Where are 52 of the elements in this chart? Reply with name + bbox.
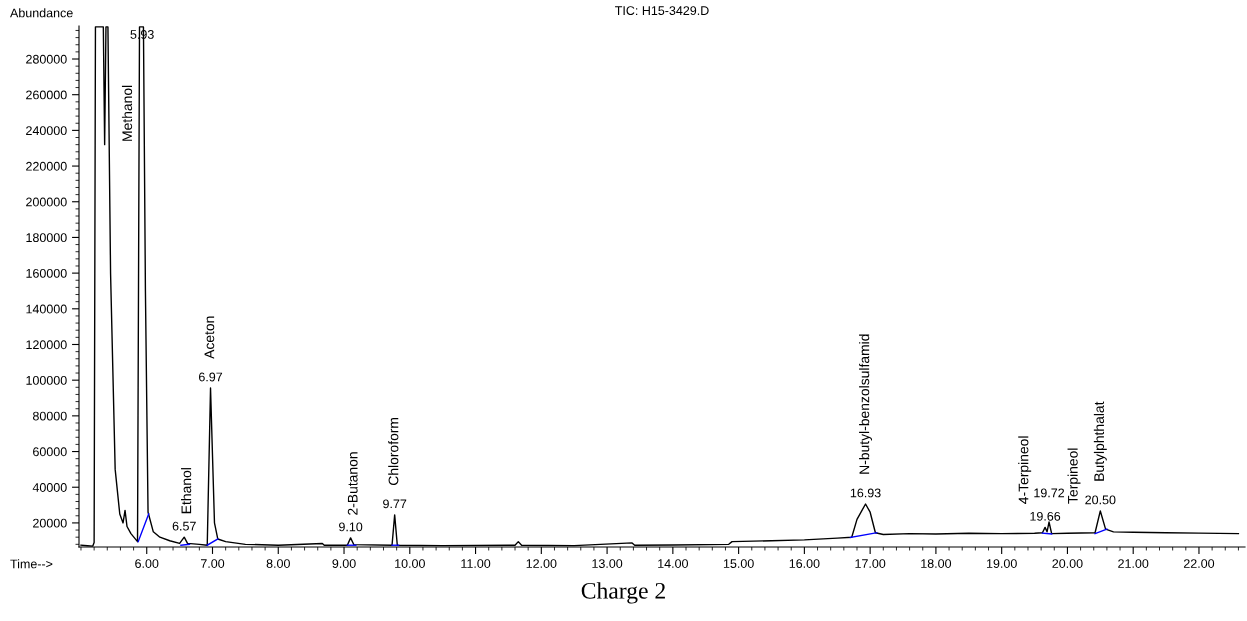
annotation: Terpineol	[1067, 448, 1081, 504]
annotation: 6.97	[199, 372, 223, 382]
x-tick-label: 17.00	[855, 559, 886, 568]
x-tick-label: 7.00	[200, 559, 225, 568]
x-tick-label: 18.00	[921, 559, 952, 568]
y-tick-label: 200000	[26, 197, 67, 207]
x-tick-label: 13.00	[592, 559, 623, 568]
x-tick-label: 14.00	[658, 559, 688, 568]
y-tick-label: 240000	[26, 126, 67, 136]
x-tick-label: 10.00	[395, 559, 425, 568]
annotation: 9.77	[383, 499, 407, 509]
annotation: 20.50	[1085, 495, 1116, 505]
y-tick-label: 220000	[26, 161, 67, 171]
annotation: Methanol	[121, 85, 133, 141]
y-axis-title: Abundance	[10, 8, 73, 18]
y-tick-label: 260000	[26, 90, 67, 100]
x-tick-label: 8.00	[266, 559, 290, 568]
annotation: N-butyl-benzolsulfamid	[859, 334, 873, 474]
x-axis-title: Time-->	[10, 559, 53, 569]
annotation: Aceton	[204, 316, 215, 359]
x-tick-label: 21.00	[1118, 559, 1149, 568]
y-tick-label: 60000	[33, 447, 67, 457]
annotation: 6.57	[172, 521, 196, 531]
annotation: Chloroform	[388, 417, 399, 486]
annotation: 16.93	[850, 488, 881, 498]
annotation: 9.10	[339, 522, 363, 532]
y-tick-label: 80000	[32, 411, 67, 421]
y-tick-label: 20000	[33, 518, 67, 528]
x-tick-label: 6.00	[135, 559, 159, 568]
annotation: Butylphthalat	[1093, 401, 1107, 481]
x-tick-label: 16.00	[789, 559, 820, 568]
text: Charge 2	[581, 582, 665, 604]
annotation: Ethanol	[181, 468, 192, 514]
x-tick-label: 9.00	[332, 559, 356, 568]
y-tick-label: 120000	[26, 340, 67, 350]
y-tick-label: 40000	[32, 483, 67, 492]
annotation: 19.66	[1030, 511, 1061, 521]
chart-title: TIC: H15-3429.D	[615, 6, 709, 16]
y-tick-label: 160000	[26, 268, 67, 278]
y-tick-label: 280000	[26, 54, 67, 64]
x-tick-label: 15.00	[723, 559, 754, 568]
annotation: 2-Butanon	[347, 452, 358, 515]
x-tick-label: 11.00	[461, 559, 491, 568]
x-tick-label: 12.00	[526, 559, 557, 568]
x-tick-label: 20.00	[1052, 559, 1083, 568]
annotation: 19.72	[1034, 488, 1065, 498]
annotation: 4-Terpineol	[1018, 436, 1032, 504]
y-tick-label: 180000	[26, 233, 67, 243]
x-tick-label: 22.00	[1183, 559, 1215, 568]
y-tick-label: 140000	[26, 304, 67, 314]
x-tick-label: 19.00	[986, 559, 1017, 568]
y-tick-label: 100000	[26, 375, 67, 385]
